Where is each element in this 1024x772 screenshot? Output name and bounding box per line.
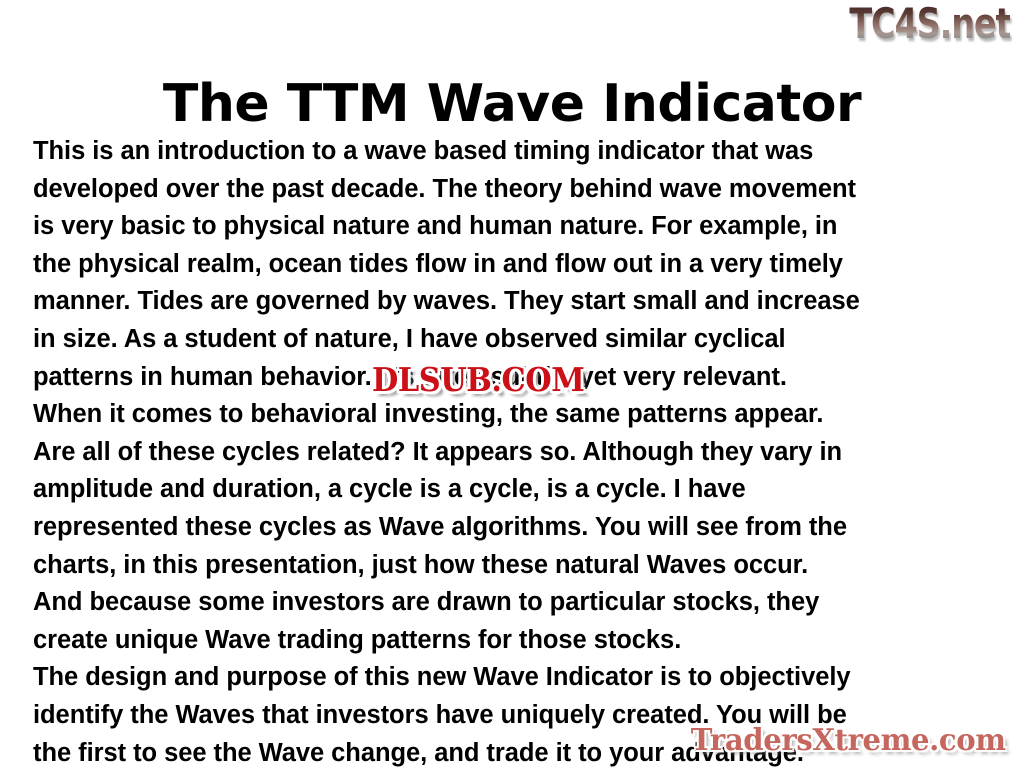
- body-line: When it comes to behavioral investing, t…: [33, 396, 1005, 434]
- body-line: amplitude and duration, a cycle is a cyc…: [33, 471, 1005, 509]
- body-line: in size. As a student of nature, I have …: [33, 321, 1005, 359]
- slide-body-text: This is an introduction to a wave based …: [33, 133, 1005, 772]
- slide-title: The TTM Wave Indicator: [0, 75, 1024, 133]
- body-line: And because some investors are drawn to …: [33, 584, 1005, 622]
- body-line: represented these cycles as Wave algorit…: [33, 509, 1005, 547]
- body-line: is very basic to physical nature and hum…: [33, 208, 1005, 246]
- body-line: manner. Tides are governed by waves. The…: [33, 283, 1005, 321]
- tradersxtreme-footer-logo: TradersXtreme.com: [691, 724, 1006, 758]
- body-line: charts, in this presentation, just how t…: [33, 547, 1005, 585]
- dlsub-watermark: DLSUB.COM: [372, 363, 584, 396]
- body-line: create unique Wave trading patterns for …: [33, 622, 1005, 660]
- body-line: The design and purpose of this new Wave …: [33, 659, 1005, 697]
- tc4s-brand-logo: TC4S.net: [849, 2, 1010, 46]
- body-line: the physical realm, ocean tides flow in …: [33, 246, 1005, 284]
- body-line: developed over the past decade. The theo…: [33, 171, 1005, 209]
- body-line: This is an introduction to a wave based …: [33, 133, 1005, 171]
- body-line: Are all of these cycles related? It appe…: [33, 434, 1005, 472]
